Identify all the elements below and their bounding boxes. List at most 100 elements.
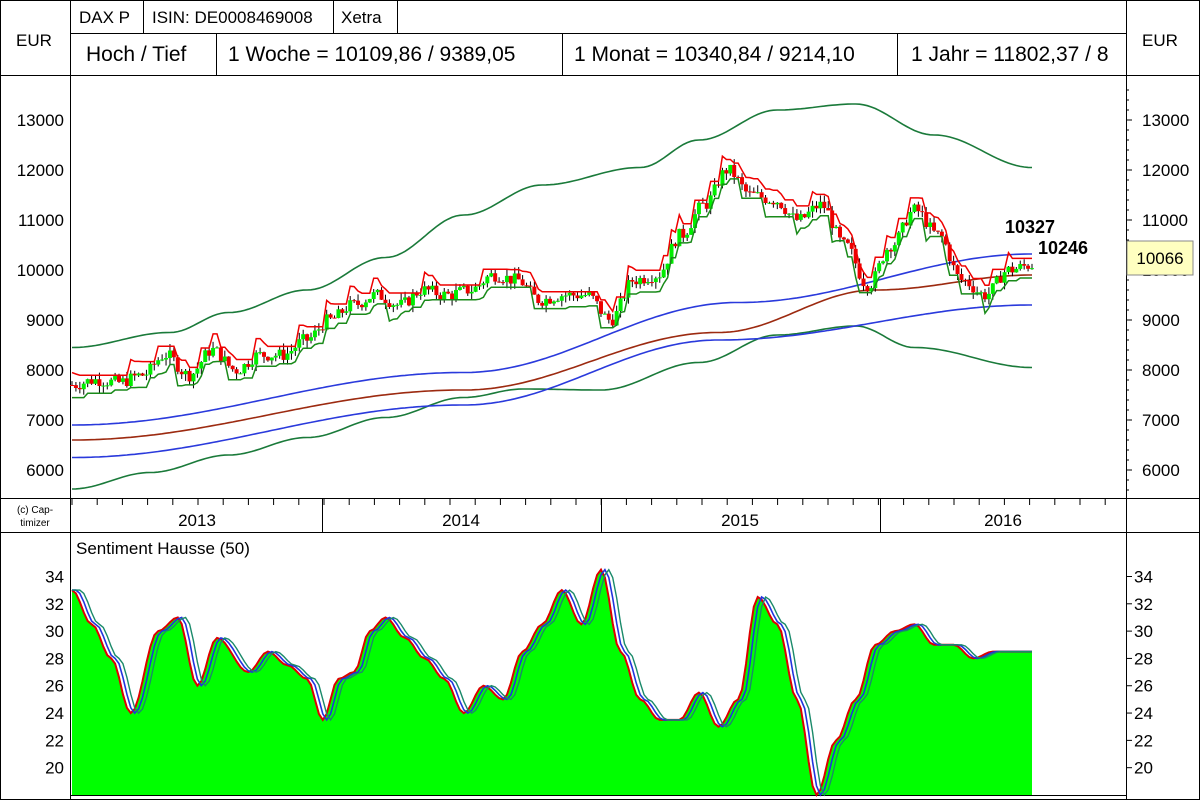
- price-indicator-lines: [71, 103, 1033, 490]
- candle-body: [959, 274, 964, 280]
- candle-body: [254, 352, 259, 365]
- candle-body: [873, 271, 878, 289]
- symbol-label: DAX P: [79, 8, 130, 27]
- candle-body: [352, 300, 357, 302]
- candle-body: [1030, 268, 1034, 270]
- candle-body: [105, 385, 110, 387]
- candle-body: [548, 298, 553, 304]
- candle-body: [418, 294, 423, 296]
- candle-body: [971, 286, 976, 293]
- candle-body: [610, 319, 615, 326]
- candle-body: [916, 204, 921, 212]
- candle-body: [406, 297, 411, 306]
- candle-body: [693, 214, 698, 229]
- candle-body: [246, 364, 251, 367]
- candle-body: [164, 357, 169, 360]
- currency-left-label: EUR: [16, 31, 52, 50]
- candle-body: [316, 329, 321, 331]
- candle-body: [446, 291, 451, 294]
- candle-body: [387, 303, 392, 307]
- candle-body: [191, 373, 196, 382]
- isin-label: ISIN: DE0008469008: [152, 8, 313, 27]
- candle-body: [442, 291, 447, 300]
- candle-body: [305, 334, 310, 341]
- candle-body: [265, 356, 270, 361]
- candle-body: [857, 263, 862, 279]
- candle-body: [979, 292, 984, 294]
- sentiment-tick-left: 24: [45, 704, 64, 723]
- candle-body: [336, 309, 341, 319]
- candle-body: [598, 301, 603, 314]
- sentiment-tick-right: 22: [1134, 731, 1153, 750]
- candle-body: [93, 379, 98, 384]
- candle-body: [606, 313, 611, 320]
- price-tick-right: 13000: [1142, 111, 1189, 130]
- candle-body: [630, 280, 635, 282]
- candle-body: [97, 379, 102, 387]
- candle-body: [214, 347, 219, 349]
- candle-body: [528, 285, 533, 287]
- candle-body: [614, 311, 619, 326]
- month-range-label: 1 Monat = 10340,84 / 9214,10: [574, 43, 855, 66]
- candle-body: [532, 286, 537, 295]
- candle-body: [845, 239, 850, 243]
- candle-body: [211, 347, 216, 356]
- candle-body: [975, 292, 980, 294]
- candle-body: [457, 287, 462, 290]
- candle-body: [896, 232, 901, 246]
- candle-body: [947, 244, 952, 262]
- candle-body: [497, 281, 502, 283]
- candle-body: [881, 261, 886, 264]
- sentiment-tick-right: 28: [1134, 649, 1153, 668]
- candle-body: [356, 300, 361, 305]
- candle-body: [1022, 264, 1027, 266]
- candle-body: [634, 281, 639, 285]
- candle-body: [892, 245, 897, 252]
- candle-body: [767, 202, 772, 204]
- sentiment-tick-right: 24: [1134, 704, 1153, 723]
- candle-body: [888, 249, 893, 252]
- candle-body: [696, 202, 701, 215]
- candle-body: [328, 314, 333, 318]
- candle-body: [504, 275, 509, 283]
- candle-body: [779, 202, 784, 209]
- candle-body: [391, 305, 396, 307]
- candle-body: [148, 363, 153, 375]
- candle-body: [555, 300, 560, 302]
- candle-body: [638, 278, 643, 285]
- year-label: 2015: [721, 511, 759, 530]
- candle-body: [885, 249, 890, 262]
- candle-body: [728, 164, 733, 174]
- candle-body: [716, 184, 721, 186]
- candle-body: [426, 286, 431, 290]
- price-tick-left: 7000: [26, 411, 64, 430]
- candle-body: [422, 286, 427, 295]
- candle-body: [544, 298, 549, 306]
- candle-body: [218, 347, 223, 362]
- candle-body: [939, 231, 944, 237]
- candle-body: [344, 311, 349, 313]
- candle-body: [838, 226, 842, 238]
- candle-body: [622, 297, 627, 299]
- candle-body: [861, 278, 866, 287]
- price-tick-right: 6000: [1142, 461, 1180, 480]
- time-axis: 2013 2014 2015 2016: [71, 499, 1106, 532]
- lower-band-line: [71, 325, 1033, 490]
- candle-body: [602, 313, 607, 315]
- candle-body: [755, 192, 760, 194]
- candle-body: [136, 373, 141, 376]
- candle-body: [469, 291, 474, 294]
- year-label: 2014: [442, 511, 480, 530]
- candle-body: [806, 211, 811, 218]
- candle-body: [454, 289, 458, 300]
- candle-body: [203, 350, 208, 363]
- current-price-value: 10066: [1136, 249, 1183, 268]
- candle-body: [309, 337, 314, 341]
- sentiment-tick-right: 20: [1134, 759, 1153, 778]
- candle-body: [740, 177, 745, 185]
- candle-body: [790, 213, 795, 215]
- candle-body: [571, 292, 576, 296]
- candle-body: [708, 195, 713, 209]
- candle-body: [935, 230, 940, 232]
- price-axis-left: 6000 7000 8000 9000 10000 11000 12000 13000: [17, 111, 64, 480]
